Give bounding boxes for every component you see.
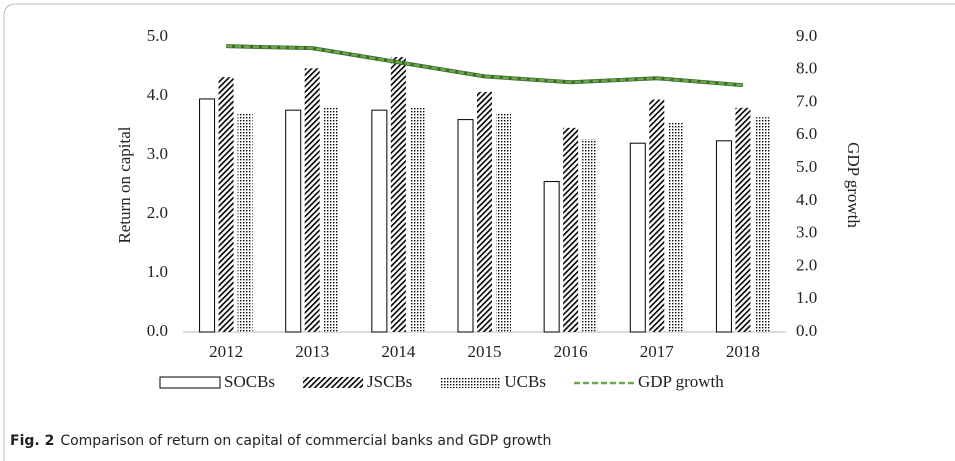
bar	[563, 127, 579, 332]
bar	[582, 139, 598, 332]
y2-tick-label: 2.0	[796, 255, 817, 274]
x-tick-label: 2016	[554, 342, 588, 361]
y-tick-label: 2.0	[147, 203, 168, 222]
y-axis-label: Return on capital	[115, 126, 134, 243]
y2-tick-label: 6.0	[796, 124, 817, 143]
x-tick-label: 2014	[381, 342, 416, 361]
y-tick-label: 4.0	[147, 85, 168, 104]
legend-label: SOCBs	[224, 372, 275, 391]
x-tick-label: 2018	[726, 342, 760, 361]
y2-axis-label: GDP growth	[844, 142, 863, 228]
frame	[3, 3, 955, 461]
bar	[543, 181, 560, 333]
bar	[457, 119, 474, 333]
bar	[237, 113, 253, 332]
x-tick-label: 2012	[209, 342, 243, 361]
x-tick-label: 2017	[640, 342, 675, 361]
legend-swatch	[440, 377, 501, 388]
legend-swatch	[303, 377, 364, 388]
bar	[629, 142, 646, 333]
y2-tick-label: 3.0	[796, 223, 817, 242]
bar	[496, 113, 511, 332]
caption: Fig. 2 Comparison of return on capital of…	[10, 433, 551, 449]
y-tick-label: 1.0	[147, 262, 168, 281]
y-tick-label: 0.0	[147, 321, 168, 340]
y2-tick-label: 1.0	[796, 288, 817, 307]
bar	[371, 109, 388, 333]
y2-tick-label: 7.0	[796, 91, 817, 110]
x-tick-label: 2015	[468, 342, 502, 361]
bar	[390, 57, 406, 333]
legend-label: UCBs	[504, 372, 546, 391]
y-tick-label: 5.0	[147, 26, 168, 45]
bar	[323, 107, 339, 332]
bar	[409, 107, 425, 332]
legend-swatch	[159, 376, 221, 389]
y2-tick-label: 4.0	[796, 190, 817, 209]
y-tick-label: 3.0	[147, 144, 168, 163]
legend-label: GDP growth	[638, 372, 724, 391]
caption-text: Comparison of return on capital of comme…	[60, 433, 551, 449]
bar	[754, 117, 770, 333]
y2-tick-label: 8.0	[796, 59, 817, 78]
bar	[218, 77, 234, 333]
bar	[649, 99, 665, 332]
legend-label: JSCBs	[367, 372, 412, 391]
bar	[668, 121, 684, 333]
bar	[199, 98, 216, 333]
y2-tick-label: 0.0	[796, 321, 817, 340]
x-tick-label: 2013	[295, 342, 329, 361]
bar	[304, 68, 320, 333]
caption-label: Fig. 2	[10, 433, 54, 449]
bar	[735, 107, 751, 332]
y2-tick-label: 9.0	[796, 26, 817, 45]
bar	[477, 91, 492, 333]
bar	[285, 109, 302, 333]
gdp-line	[226, 44, 744, 87]
y2-tick-label: 5.0	[796, 157, 817, 176]
bar	[715, 140, 732, 333]
